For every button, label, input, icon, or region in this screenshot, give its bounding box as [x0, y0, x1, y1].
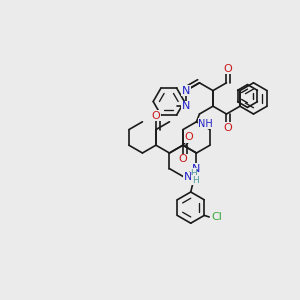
- Text: NH: NH: [198, 119, 213, 129]
- Text: O: O: [224, 123, 232, 133]
- Text: O: O: [224, 64, 232, 74]
- Text: N: N: [183, 172, 192, 182]
- Text: O: O: [152, 111, 160, 121]
- Text: N: N: [182, 101, 190, 111]
- Text: H: H: [190, 169, 197, 178]
- Text: Cl: Cl: [211, 212, 222, 222]
- Text: H: H: [192, 176, 199, 185]
- Text: N: N: [182, 85, 190, 96]
- Text: N: N: [192, 164, 201, 174]
- Text: O: O: [178, 154, 187, 164]
- Text: O: O: [185, 132, 194, 142]
